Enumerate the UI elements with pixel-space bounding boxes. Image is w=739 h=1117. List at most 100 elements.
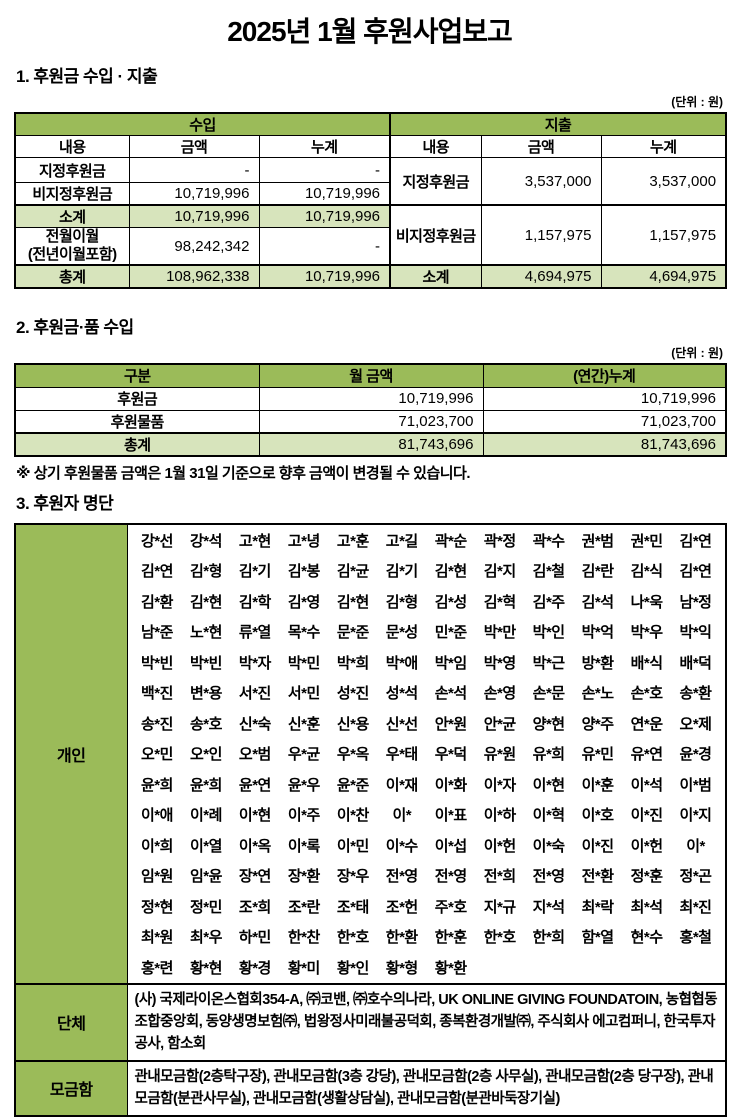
income-designated-amount: - (128, 157, 260, 183)
income-undesignated-amount: 10,719,996 (128, 182, 260, 206)
name-row: 홍*련 황*현 황*경 황*미 황*인 황*형 황*환 (133, 952, 721, 983)
donor-name: 황*현 (189, 959, 222, 977)
donor-name: 강*선 (141, 532, 173, 550)
donor-name: 성*석 (385, 685, 418, 703)
donor-name: 김*혁 (483, 593, 516, 611)
expense-section-header: 지출 (389, 112, 727, 136)
unit-label-section2: (단위 : 원) (671, 346, 723, 360)
donor-name: 박*민 (287, 654, 320, 672)
donor-name: 김*균 (336, 563, 369, 581)
donor-name: 이*범 (679, 776, 712, 794)
donor-name: 이*재 (385, 776, 418, 794)
donor-name: 김*기 (238, 563, 271, 581)
income-total-cumulative: 10,719,996 (258, 264, 391, 289)
donor-name: 이*찬 (336, 807, 369, 825)
income-subtotal-amount: 10,719,996 (128, 204, 260, 228)
donor-name: 함*열 (581, 929, 614, 947)
donor-name: 박*근 (532, 654, 565, 672)
donor-name: 최*우 (189, 929, 222, 947)
name-row: 임*원 임*윤 장*연 장*환 장*우 전*영 전*영 전*희 전*영 전*환 정*훈 정*곤 (133, 861, 721, 892)
summary-goods-label: 후원물품 (14, 409, 260, 434)
expense-designated-label: 지정후원금 (389, 157, 482, 206)
donor-name: 이*호 (581, 807, 614, 825)
donor-name: 신*숙 (238, 715, 271, 733)
donor-name: 윤*우 (287, 776, 320, 794)
donor-name: 박*인 (532, 624, 565, 642)
donor-name: 조*란 (287, 898, 320, 916)
donor-name: 김*형 (385, 593, 418, 611)
donor-name: 배*덕 (679, 654, 712, 672)
summary-donation-cumulative: 10,719,996 (482, 386, 727, 411)
income-designated-label: 지정후원금 (14, 157, 130, 183)
income-designated-cumulative: - (258, 157, 391, 183)
income-total-amount: 108,962,338 (128, 264, 260, 289)
donor-name: 김*란 (581, 563, 614, 581)
group-donors-text: (사) 국제라이온스협회354-A, ㈜코밴, ㈜호수의나라, UK ONLIN… (134, 991, 718, 1053)
donor-name: 최*원 (141, 929, 173, 947)
donor-name: 윤*희 (141, 776, 173, 794)
donor-name: 정*곤 (679, 868, 712, 886)
name-row: 최*원 최*우 하*민 한*찬 한*호 한*환 한*훈 한*호 한*희 함*열 현*수 홍*철 (133, 922, 721, 953)
donor-name: 이*열 (189, 837, 222, 855)
donor-name: 박*영 (483, 654, 516, 672)
summary-total-label: 총계 (14, 432, 260, 457)
donor-name: 이*례 (189, 807, 222, 825)
donor-name: 김*주 (532, 593, 565, 611)
donor-name: 송*호 (189, 715, 222, 733)
donor-name: 이*하 (483, 807, 516, 825)
donor-name: 김*봉 (287, 563, 320, 581)
donor-name: 지*규 (483, 898, 516, 916)
donor-name: 김*형 (189, 563, 222, 581)
donor-name: 고*훈 (336, 532, 369, 550)
donor-name: 현*수 (630, 929, 663, 947)
donor-name: 고*녕 (287, 532, 320, 550)
donor-name: 고*길 (385, 532, 418, 550)
donor-name: 오*제 (679, 715, 712, 733)
individual-names-cell: 강*선 강*석 고*현 고*녕 고*훈 고*길 곽*순 곽*정 곽*수 권*범 권*민 김*연 김*연 김… (126, 523, 727, 984)
name-row: 백*진 변*용 서*진 서*민 성*진 성*석 손*석 손*영 손*문 손*노 손*호 송*환 (133, 678, 721, 709)
donor-name: 이*훈 (581, 776, 614, 794)
donor-name: 이*진 (630, 807, 663, 825)
donor-name: 신*용 (336, 715, 369, 733)
donor-name: 이*섭 (434, 837, 467, 855)
donor-name: 손*문 (532, 685, 565, 703)
donor-name: 우*덕 (434, 746, 467, 764)
expense-col-header-content: 내용 (389, 135, 482, 158)
donor-name: 이*헌 (630, 837, 663, 855)
donor-name: 권*민 (630, 532, 663, 550)
donor-name: 류*열 (238, 624, 271, 642)
donor-name: 전*환 (581, 868, 614, 886)
donor-name: 우*옥 (336, 746, 369, 764)
donor-name: 손*노 (581, 685, 614, 703)
donor-name: 배*식 (630, 654, 663, 672)
donor-name: 장*연 (238, 868, 271, 886)
donor-name: 황*인 (336, 959, 369, 977)
unit-label-section1: (단위 : 원) (671, 95, 723, 109)
donor-category-individual: 개인 (14, 523, 128, 984)
expense-undesignated-amount: 1,157,975 (480, 204, 602, 266)
income-subtotal-cumulative: 10,719,996 (258, 204, 391, 228)
donor-name: 주*호 (434, 898, 467, 916)
expense-col-header-cumulative: 누계 (600, 135, 727, 158)
donor-name: 손*호 (630, 685, 663, 703)
donor-name: 이* (392, 807, 412, 825)
income-carryover-label-line1: 전월이월 (45, 228, 100, 245)
expense-undesignated-cumulative: 1,157,975 (600, 204, 727, 266)
name-row: 김*연 김*형 김*기 김*봉 김*균 김*기 김*현 김*지 김*철 김*란 김*식 김*연 (133, 556, 721, 587)
income-undesignated-cumulative: 10,719,996 (258, 182, 391, 206)
summary-total-month: 81,743,696 (258, 432, 484, 457)
donor-name: 김*학 (238, 593, 271, 611)
donor-name: 이* (686, 837, 705, 855)
donor-name: 송*진 (141, 715, 173, 733)
name-row: 김*환 김*현 김*학 김*영 김*현 김*형 김*성 김*혁 김*주 김*석 나*욱 남*정 (133, 586, 721, 617)
donor-name: 권*범 (581, 532, 614, 550)
donor-name: 한*찬 (287, 929, 320, 947)
donor-name: 최*락 (581, 898, 614, 916)
donor-name: 곽*순 (434, 532, 467, 550)
donor-name: 이*옥 (238, 837, 271, 855)
income-carryover-label: 전월이월 (전년이월포함) (14, 227, 130, 266)
donor-name: 한*호 (336, 929, 369, 947)
donor-name: 김*식 (630, 563, 663, 581)
name-row: 윤*희 윤*희 윤*연 윤*우 윤*준 이*재 이*화 이*자 이*현 이*훈 이*석 이*범 (133, 769, 721, 800)
income-carryover-cumulative: - (258, 227, 391, 266)
